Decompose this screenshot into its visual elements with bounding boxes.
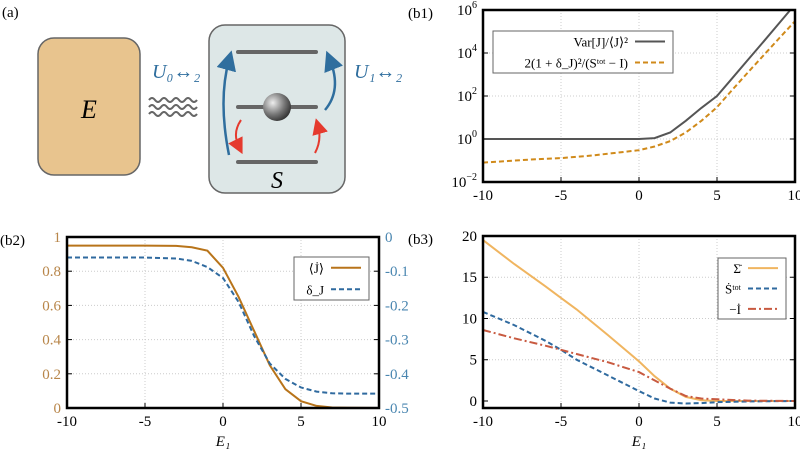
y-tick-label: 0 [470,394,478,410]
schematic-panel: (a) E U₀↔₂ U₁↔₂ S [2,5,402,194]
legend-label: 2(1 + δ_J)²/(Sᵗᵒᵗ − I) [525,56,628,71]
series-line-1 [482,20,796,164]
y2-tick-label: -0.5 [385,401,409,417]
legend-label: Ṡᵗᵒᵗ [725,282,741,297]
legend: Var[J]/⟨J⟩² 2(1 + δ_J)²/(Sᵗᵒᵗ − I) [492,30,674,74]
y-tick-base: 10 [457,3,472,19]
y-tick-label: 10−2 [451,172,477,191]
x-tick-label: 10 [372,414,387,430]
chart-0: (b1)-10 -5 0 5 1010−2100102104106Var[J]/⟨J⟩²… [408,0,800,204]
x-tick-label: -10 [473,188,493,204]
x-axis-label: E₁ [631,434,646,450]
environment-box [37,37,141,176]
x-tick-label: 5 [297,414,305,430]
legend: ⟨J̇⟩ δ_J [293,256,370,301]
y2-tick-label: -0.1 [385,264,409,280]
y-tick-exp: 4 [472,43,477,54]
x-tick-label: 5 [713,414,721,430]
y-tick-label: 106 [457,0,477,19]
coupling-right-label: U₁↔₂ [354,61,402,83]
x-axis-label: E₁ [215,434,230,450]
coupling-left-label: U₀↔₂ [152,61,200,83]
series-line-2 [482,329,796,402]
legend: Σ̇ Ṡᵗᵒᵗ −İ [717,257,787,320]
plot-frame [481,8,797,184]
y-tick-base: 10 [457,89,472,105]
y-tick-exp: 2 [472,86,477,97]
x-tick-label: -10 [473,414,493,430]
y-tick-label: 100 [457,129,477,148]
x-tick-label: -5 [139,414,152,430]
environment-label: E [80,95,97,124]
series-line-1 [67,256,379,395]
x-tick-label: -10 [57,414,77,430]
legend-box [293,256,370,301]
legend-label: ⟨J̇⟩ [309,261,324,276]
x-tick-label: 10 [788,188,800,204]
chart-1: (b2) -10 -5 0 5 10 0 0.2 0.4 0.6 0.8 1 -0.5 -0.4 -0.3 -… [0,230,409,450]
system-label: S [271,168,283,194]
y2-tick-label: -0.3 [385,333,409,349]
relaxation-arrow-right [312,118,328,154]
transition-arrow-0-2 [216,50,236,156]
y-tick-exp: 6 [472,0,477,11]
y2-tick-label: -0.4 [385,367,409,383]
y-tick-base: 10 [457,46,472,62]
plot-frame [65,235,381,410]
particle-ball-icon [263,93,291,121]
y-tick-base: 10 [451,175,466,191]
legend-label: δ_J [306,282,324,297]
y-tick-label: 102 [457,86,477,105]
y-tick-label: 0.6 [42,298,61,314]
y-tick-label: 10 [462,311,477,327]
y2-tick-label: -0.2 [385,298,409,314]
legend-label: −İ [729,302,741,317]
plot-frame [481,234,797,410]
x-tick-label: 0 [635,414,643,430]
y-tick-label: 1 [54,230,62,246]
y-tick-label: 104 [457,43,477,62]
series-line-1 [482,310,796,405]
x-tick-label: 5 [713,188,721,204]
relaxation-arrow-left [228,119,243,155]
y-tick-base: 10 [457,132,472,148]
y-tick-label: 20 [462,229,477,245]
x-tick-label: -5 [555,414,568,430]
y-tick-label: 0 [54,401,62,417]
x-tick-label: 10 [788,414,800,430]
x-tick-label: -5 [555,188,568,204]
panel-label: (b2) [0,233,25,249]
y-tick-label: 15 [462,270,477,286]
series-line-0 [482,239,795,402]
y-tick-label: 0.4 [42,333,61,349]
series-line-0 [483,9,792,140]
coupling-wave-icon [148,97,198,117]
panel-label-a: (a) [2,5,19,21]
y-tick-exp: 0 [472,129,477,140]
panel-label: (b3) [408,232,433,248]
legend-box [492,30,674,74]
y-tick-label: 0.8 [42,264,61,280]
transition-arrow-1-2 [324,50,343,111]
y-tick-exp: −2 [466,172,477,183]
y2-tick-label: 0 [385,230,393,246]
legend-label: Var[J]/⟨J⟩² [574,35,629,50]
y-tick-label: 5 [470,353,478,369]
x-tick-label: 0 [635,188,643,204]
x-tick-label: 0 [219,414,227,430]
panel-label: (b1) [408,6,433,22]
legend-label: Σ̇ [733,261,742,276]
y-tick-label: 0.2 [42,367,61,383]
chart-2: (b3) -10 -5 0 5 10 0 5 10 15 20 E₁ Σ̇ Ṡᵗᵒᵗ −İ [408,229,800,450]
